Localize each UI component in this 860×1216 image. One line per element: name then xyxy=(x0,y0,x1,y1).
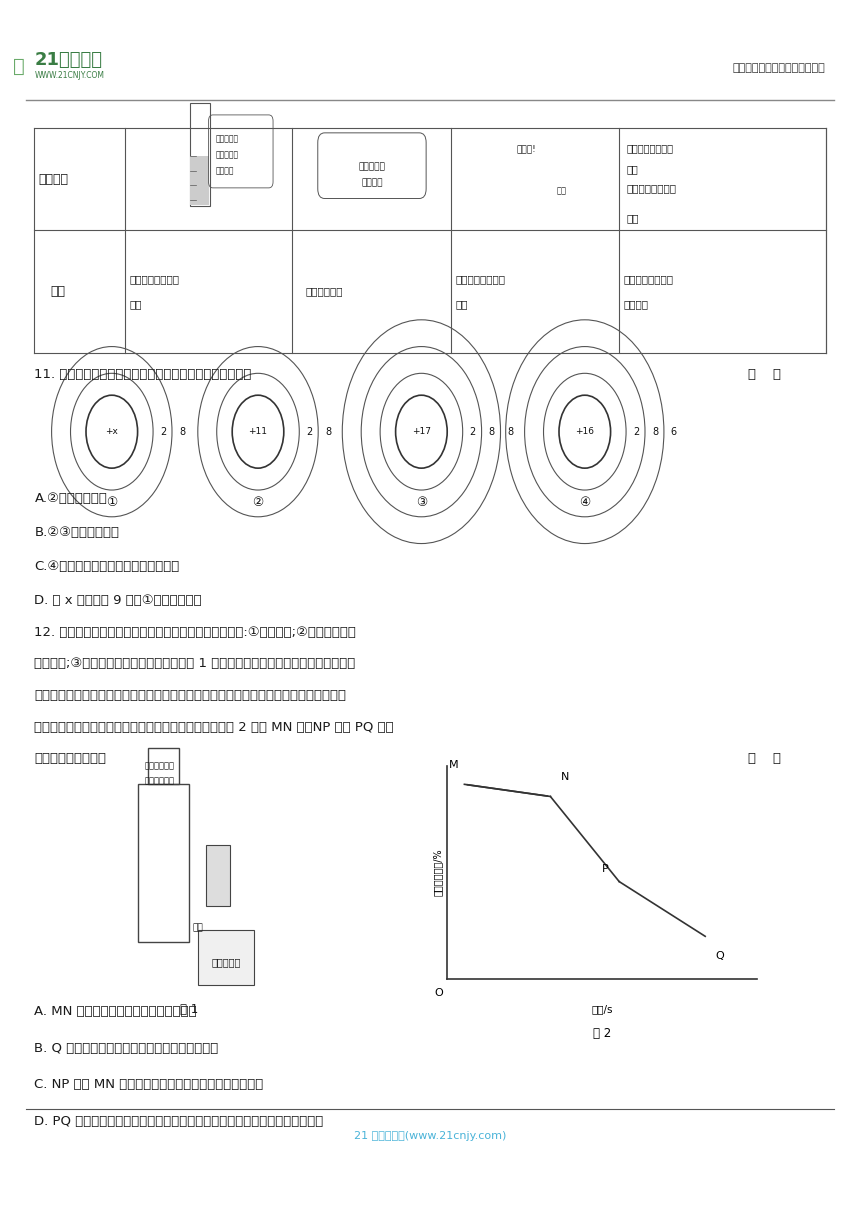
Text: 中小学教育资源及组卷应用平台: 中小学教育资源及组卷应用平台 xyxy=(733,63,826,73)
Text: 大于液体: 大于液体 xyxy=(624,299,648,309)
Text: 8: 8 xyxy=(325,427,331,437)
Text: +x: +x xyxy=(106,427,118,437)
Text: C.④在化学反应中易得电子形成阳离子: C.④在化学反应中易得电子形成阳离子 xyxy=(34,561,180,573)
Text: 2: 2 xyxy=(470,427,476,437)
Text: +17: +17 xyxy=(412,427,431,437)
Bar xyxy=(189,103,210,206)
Text: 敞口放置一: 敞口放置一 xyxy=(215,135,238,143)
Text: 充满氧气敞口: 充满氧气敞口 xyxy=(144,761,174,771)
Text: 6: 6 xyxy=(671,427,677,437)
Text: D. PQ 段变化是因为氧气的密度比空气大，氧分子更快更多地从瓶口向下逸出: D. PQ 段变化是因为氧气的密度比空气大，氧分子更快更多地从瓶口向下逸出 xyxy=(34,1115,323,1127)
Text: 空气: 空气 xyxy=(626,213,639,224)
Text: 11. 如图是四种微粒的结构示意图。下列有关说法正确的是: 11. 如图是四种微粒的结构示意图。下列有关说法正确的是 xyxy=(34,368,252,381)
Text: 时间/s: 时间/s xyxy=(592,1004,612,1014)
Text: 2: 2 xyxy=(633,427,639,437)
Text: 图 2: 图 2 xyxy=(593,1028,611,1040)
Text: 香水: 香水 xyxy=(556,187,566,196)
Text: （    ）: （ ） xyxy=(748,368,781,381)
Bar xyxy=(206,845,230,906)
Text: 挤压塑料瓶: 挤压塑料瓶 xyxy=(359,163,385,171)
Text: 分子质量和体积都: 分子质量和体积都 xyxy=(129,275,179,285)
Text: 瓶外壁上;③将塑料瓶的瓶口朝下。运用如图 1 所示实验装置，借助氧气传感器探头采集: 瓶外壁上;③将塑料瓶的瓶口朝下。运用如图 1 所示实验装置，借助氧气传感器探头采… xyxy=(34,658,356,670)
Text: 好香啊!: 好香啊! xyxy=(517,145,537,153)
Text: 🏃: 🏃 xyxy=(13,57,25,77)
Text: 2: 2 xyxy=(160,427,166,437)
Text: 图 1: 图 1 xyxy=(180,1003,199,1015)
Text: M: M xyxy=(449,760,459,770)
Text: 12. 某化学兴趣小组收集一塑料瓶氧气进行以下三步实验:①敞口放置;②双手贴在塑料: 12. 某化学兴趣小组收集一塑料瓶氧气进行以下三步实验:①敞口放置;②双手贴在塑… xyxy=(34,626,356,638)
Text: 8: 8 xyxy=(652,427,658,437)
Text: 21 世纪教育网(www.21cnjy.com): 21 世纪教育网(www.21cnjy.com) xyxy=(353,1131,507,1141)
Text: 体量减少: 体量减少 xyxy=(215,167,234,175)
Text: 8: 8 xyxy=(488,427,494,437)
Text: 8: 8 xyxy=(507,427,513,437)
Text: 段时间后液: 段时间后液 xyxy=(215,151,238,159)
Text: ④: ④ xyxy=(579,496,591,508)
Text: +11: +11 xyxy=(249,427,267,437)
Text: ①: ① xyxy=(106,496,118,508)
Text: O: O xyxy=(434,989,443,998)
Text: 气体分子间的间隔: 气体分子间的间隔 xyxy=(624,275,673,285)
Text: 氧气体积分数/%: 氧气体积分数/% xyxy=(433,849,443,896)
Text: C. NP 段和 MN 段相比，说明温度升高，氧分子运动加快: C. NP 段和 MN 段相比，说明温度升高，氧分子运动加快 xyxy=(34,1079,264,1091)
Bar xyxy=(198,930,254,985)
Text: 空气: 空气 xyxy=(626,164,638,174)
Text: D. 当 x 的数值为 9 时，①表示一种原子: D. 当 x 的数值为 9 时，①表示一种原子 xyxy=(34,595,202,607)
Text: Q: Q xyxy=(716,951,724,961)
Text: （    ）: （ ） xyxy=(748,753,781,765)
Bar xyxy=(148,748,179,784)
Text: ③: ③ xyxy=(415,496,427,508)
Text: P: P xyxy=(602,865,609,874)
Text: 数据，再经数据处理软件实时绘出氧气体积分数随时间变化的曲线来探究微粒的运动。三: 数据，再经数据处理软件实时绘出氧气体积分数随时间变化的曲线来探究微粒的运动。三 xyxy=(34,689,347,702)
Text: 8: 8 xyxy=(179,427,185,437)
Text: 动着: 动着 xyxy=(456,299,469,309)
Bar xyxy=(190,156,209,204)
Text: 实验现象: 实验现象 xyxy=(39,173,69,186)
Text: 数据处理器: 数据处理器 xyxy=(212,957,241,967)
Text: 中的气体: 中的气体 xyxy=(361,179,383,187)
Bar xyxy=(138,784,189,942)
Text: ②: ② xyxy=(252,496,264,508)
Text: A. MN 段能够说明氧分子是在不断运动的: A. MN 段能够说明氧分子是在不断运动的 xyxy=(34,1006,197,1018)
Text: 分子总是在不断运: 分子总是在不断运 xyxy=(456,275,506,285)
Text: 2: 2 xyxy=(306,427,312,437)
Text: 21世纪教育: 21世纪教育 xyxy=(34,51,102,68)
Text: 探头: 探头 xyxy=(193,923,203,933)
Text: WWW.21CNJY.COM: WWW.21CNJY.COM xyxy=(34,71,104,80)
Text: 分子间有间隔: 分子间有间隔 xyxy=(305,287,343,297)
Text: 步实验中测得氧气的体积分数随时间变化的曲线依次为图 2 中的 MN 段、NP 段和 PQ 段。: 步实验中测得氧气的体积分数随时间变化的曲线依次为图 2 中的 MN 段、NP 段… xyxy=(34,721,394,733)
Text: 下列说法不正确的是: 下列说法不正确的是 xyxy=(34,753,107,765)
Text: B. Q 点氧气体积分数最小，说明氧分子静止不动: B. Q 点氧气体积分数最小，说明氧分子静止不动 xyxy=(34,1042,218,1054)
Text: N: N xyxy=(561,772,569,782)
Text: 压缩等体积的水和: 压缩等体积的水和 xyxy=(626,143,673,153)
Text: +16: +16 xyxy=(575,427,594,437)
Text: 放置的塑料瓶: 放置的塑料瓶 xyxy=(144,776,174,786)
Text: 很小: 很小 xyxy=(129,299,142,309)
Text: A.②属于金属元素: A.②属于金属元素 xyxy=(34,492,108,505)
Text: B.②③属于同种元素: B.②③属于同种元素 xyxy=(34,527,120,539)
Text: 解释: 解释 xyxy=(50,285,64,298)
Text: 压缩等体积的水和: 压缩等体积的水和 xyxy=(626,182,676,193)
